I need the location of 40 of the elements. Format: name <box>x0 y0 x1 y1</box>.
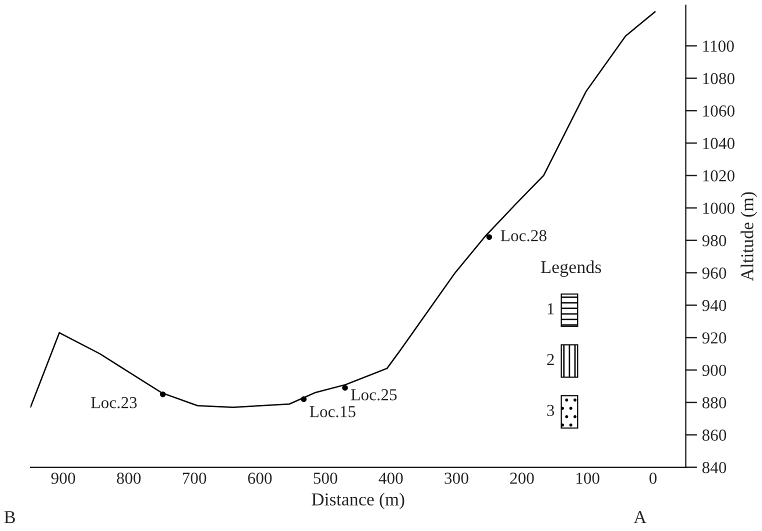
x-tick-label: 500 <box>314 472 338 484</box>
y-tick-label: 900 <box>702 364 726 376</box>
x-tick-label: 100 <box>576 472 600 484</box>
legend-title: Legends <box>541 260 602 277</box>
x-tick-label: 800 <box>116 472 141 484</box>
annotation: 1 <box>548 303 554 314</box>
y-tick-label: 940 <box>702 300 726 312</box>
x-tick-label: 300 <box>444 472 468 484</box>
y-tick-label: 1000 <box>703 202 734 214</box>
text: B <box>4 511 15 524</box>
y-tick-label: 1100 <box>703 40 734 52</box>
y-tick-label: 880 <box>702 397 726 408</box>
y-axis-title: Altitude (m) <box>740 192 758 281</box>
x-tick-label: 900 <box>51 472 76 484</box>
y-tick-label: 1020 <box>703 170 734 182</box>
x-tick-label: 600 <box>248 472 272 484</box>
y-tick-label: 1060 <box>703 105 734 117</box>
annotation: 2 <box>547 354 554 366</box>
annotation: Loc.28 <box>500 230 546 242</box>
x-axis-title: Distance (m) <box>312 492 404 510</box>
y-tick-label: 920 <box>702 332 726 344</box>
x-tick-label: 200 <box>510 472 534 484</box>
x-tick-label: 700 <box>182 472 206 484</box>
annotation: Loc.23 <box>91 397 137 408</box>
point <box>300 396 307 402</box>
x-tick-label: 0 <box>650 472 657 484</box>
annotation: Loc.25 <box>351 389 397 400</box>
annotation: 3 <box>547 404 554 416</box>
y-tick-label: 1040 <box>703 138 734 150</box>
text: A <box>634 511 646 524</box>
y-tick-label: 840 <box>702 462 726 474</box>
y-tick-label: 1080 <box>703 72 734 84</box>
point <box>486 234 492 240</box>
point <box>160 391 166 398</box>
y-tick-label: 980 <box>702 235 726 246</box>
y-tick-label: 860 <box>702 430 726 441</box>
point <box>342 384 348 391</box>
x-tick-label: 400 <box>378 472 403 484</box>
annotation: Loc.15 <box>310 406 356 418</box>
y-tick-label: 960 <box>702 267 726 279</box>
